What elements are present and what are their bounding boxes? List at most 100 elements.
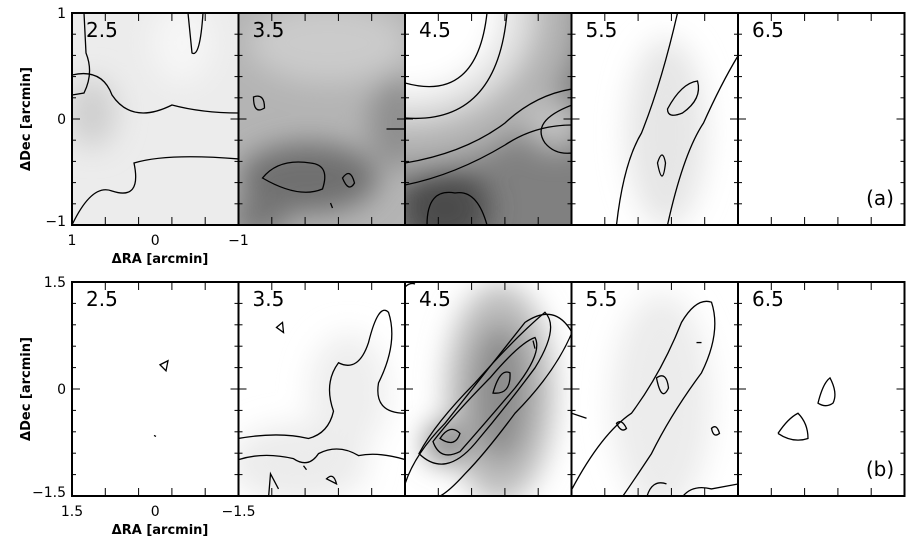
contour <box>268 471 280 496</box>
contour <box>405 88 572 164</box>
contour <box>426 191 488 225</box>
contour <box>238 309 405 440</box>
channel-panel: 4.5 <box>404 281 573 497</box>
x-tick-label: −1.5 <box>222 504 256 520</box>
channel-panel: 3.5 <box>237 12 406 226</box>
channel-label: 6.5 <box>752 18 784 42</box>
map <box>72 282 239 496</box>
y-tick-label: 1.5 <box>44 275 66 291</box>
contour <box>492 371 511 394</box>
channel-label: 3.5 <box>253 18 285 42</box>
contour <box>710 426 721 436</box>
intensity-blob <box>248 13 405 83</box>
channel-label: 4.5 <box>419 18 451 42</box>
map <box>738 13 905 225</box>
contour <box>238 448 405 464</box>
x-tick-label: 0 <box>151 504 160 520</box>
map-background <box>72 282 239 496</box>
contour <box>329 202 334 209</box>
panel-tag: (b) <box>866 457 894 481</box>
intensity-blob <box>152 13 212 83</box>
intensity <box>611 293 712 496</box>
contour <box>777 412 809 441</box>
map <box>72 13 239 225</box>
y-tick-label: 0 <box>57 112 66 128</box>
x-tick-label: 1 <box>68 233 77 249</box>
channel-panel: 2.5 <box>71 281 240 497</box>
y-axis-title: ΔDec [arcmin] <box>19 337 34 441</box>
channel-label: 2.5 <box>86 287 118 311</box>
channel-panel: 5.5 <box>570 281 739 497</box>
contour <box>405 313 572 496</box>
channel-label: 5.5 <box>586 287 618 311</box>
contour <box>656 154 667 177</box>
contour <box>153 434 157 438</box>
contour <box>158 359 169 373</box>
intensity <box>238 13 405 225</box>
contour <box>439 428 461 444</box>
map <box>405 282 572 496</box>
intensity-blob <box>72 78 117 148</box>
channel-panel: 6.5 <box>737 12 906 226</box>
contour <box>615 421 628 431</box>
channel-panel: 2.5 <box>71 12 240 226</box>
channel-panel: 6.5 <box>737 281 906 497</box>
contour <box>540 104 572 154</box>
contour <box>252 95 266 111</box>
channel-label: 6.5 <box>752 287 784 311</box>
channel-label: 3.5 <box>253 287 285 311</box>
contour <box>275 321 285 334</box>
contour <box>72 156 239 225</box>
channel-panel: 4.5 <box>404 12 573 226</box>
intensity-blob <box>611 293 712 496</box>
x-axis-title: ΔRA [arcmin] <box>112 523 209 538</box>
contour <box>302 465 308 471</box>
map-background <box>738 282 905 496</box>
map <box>738 282 905 496</box>
contour <box>261 161 326 193</box>
map-background <box>738 13 905 225</box>
contour <box>532 340 536 349</box>
contour <box>341 172 356 188</box>
y-tick-label: −1.5 <box>32 485 66 501</box>
channel-label: 5.5 <box>586 18 618 42</box>
contour <box>405 13 508 120</box>
contour <box>432 336 538 456</box>
map <box>238 13 405 225</box>
map <box>571 13 738 225</box>
contour <box>325 475 338 486</box>
intensity-blob <box>238 143 379 213</box>
contour <box>405 124 572 186</box>
panel-frame <box>737 281 906 497</box>
intensity <box>72 13 212 148</box>
intensity-blob <box>238 198 289 225</box>
intensity-blob <box>368 78 405 168</box>
x-tick-label: −1 <box>228 233 249 249</box>
intensity-blob <box>626 38 707 225</box>
y-tick-label: −1 <box>45 214 66 230</box>
channel-label: 4.5 <box>419 287 451 311</box>
contour <box>72 72 239 114</box>
intensity <box>626 38 707 225</box>
contour <box>405 13 488 88</box>
intensity-blob <box>405 13 500 93</box>
contour <box>666 54 738 225</box>
map <box>571 282 738 496</box>
x-tick-label: 0 <box>151 233 160 249</box>
intensity-blob <box>238 423 369 496</box>
contour <box>72 13 91 96</box>
contour <box>817 376 836 407</box>
contour <box>666 80 700 116</box>
y-tick-label: 0 <box>57 382 66 398</box>
y-tick-label: 1 <box>57 6 66 22</box>
intensity-blob <box>525 100 572 150</box>
map <box>405 13 572 225</box>
contour <box>187 13 204 55</box>
map <box>238 282 405 496</box>
panel-frame <box>737 12 906 226</box>
channel-panel: 3.5 <box>237 281 406 497</box>
contour <box>418 311 552 465</box>
contour <box>655 375 670 395</box>
panel-tag: (a) <box>866 186 894 210</box>
